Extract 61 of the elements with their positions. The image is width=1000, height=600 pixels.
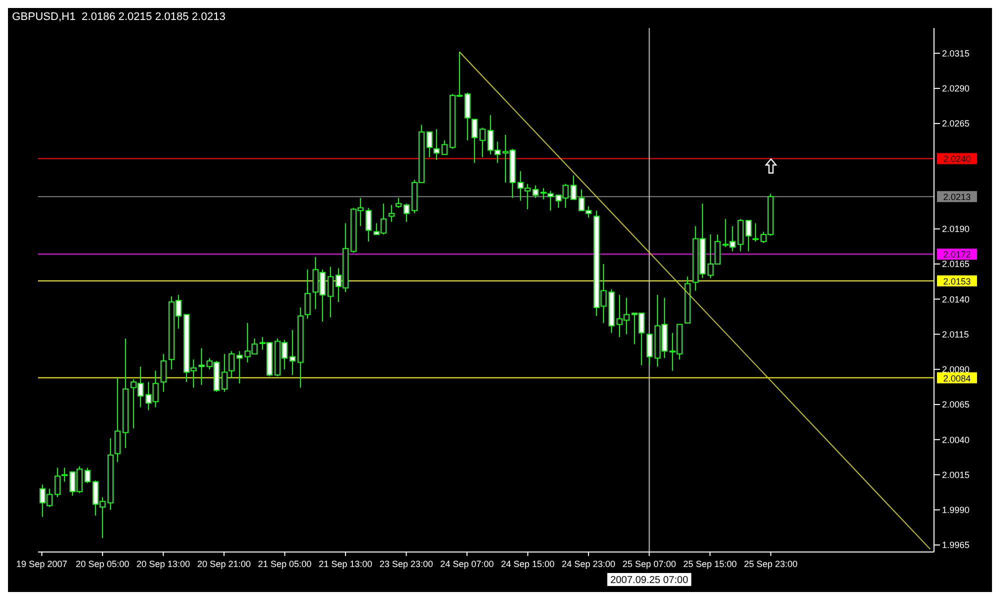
y-tick-label: 2.0090 [942,364,970,375]
candlestick [84,467,90,484]
candlestick [160,353,166,392]
x-tick-label: 21 Sep 13:00 [318,559,372,569]
candlestick [532,184,538,198]
candlestick [570,175,576,200]
ref-line-label: 2.0172 [943,250,971,260]
candlestick [228,350,234,378]
candlestick [746,220,752,252]
candlestick [442,140,448,155]
y-tick-label: 1.9965 [942,540,970,550]
ref-line-label: 2.0240 [943,154,971,164]
x-tick-label: 24 Sep 23:00 [562,559,616,569]
candlestick [426,131,432,158]
y-tick-label: 2.0015 [942,470,970,480]
x-tick-label: 21 Sep 05:00 [258,559,312,569]
y-tick-label: 2.0190 [942,224,970,234]
y-tick-label: 2.0040 [942,434,970,445]
candlestick [738,218,744,252]
ref-line-label: 2.0084 [943,373,971,384]
y-tick-label: 2.0265 [942,118,970,129]
candlestick [646,334,652,366]
y-tick-label: 2.0290 [942,84,970,94]
candlestick [114,377,120,463]
candlestick [480,127,486,158]
x-tick-label: 25 Sep 23:00 [744,559,798,569]
y-tick-label: 2.0115 [942,329,969,340]
y-tick-label: 1.9990 [942,505,970,516]
candlestick [540,188,546,200]
x-tick-label: 24 Sep 07:00 [440,559,494,569]
candlestick [404,203,410,222]
candlestick [388,204,394,222]
x-tick-label: 25 Sep 15:00 [683,559,737,569]
y-tick-label: 2.0140 [942,294,970,304]
ref-line-label: 2.0213 [943,192,971,202]
ref-line-label: 2007.09.25 07:00 [610,575,689,586]
x-tick-label: 20 Sep 13:00 [136,559,190,569]
y-tick-label: 2.0315 [942,48,970,58]
candlestick [328,266,334,318]
x-tick-label: 20 Sep 21:00 [197,559,251,569]
x-tick-label: 20 Sep 05:00 [76,559,130,569]
candlestick [366,207,372,242]
chart-title: GBPUSD,H1 2.0186 2.0215 2.0185 2.0213 [12,11,226,23]
candlestick [464,92,470,141]
candlestick [752,222,758,242]
candlestick [472,118,478,164]
candlestick [236,350,242,384]
candlestick [434,128,440,161]
x-tick-label: 19 Sep 2007 [16,559,68,569]
y-tick-label: 2.0165 [942,259,970,270]
y-tick-label: 2.0065 [942,400,970,410]
candlestick [304,269,310,320]
ref-line-label: 2.0153 [943,276,971,286]
candlestick [222,353,228,392]
candlestick [548,190,554,212]
candlestick [290,330,296,376]
x-tick-label: 24 Sep 15:00 [500,559,555,569]
candlestick [396,197,402,208]
candlestick [198,348,204,386]
x-tick-label: 25 Sep 07:00 [622,559,676,569]
x-tick-label: 23 Sep 23:00 [379,559,434,569]
